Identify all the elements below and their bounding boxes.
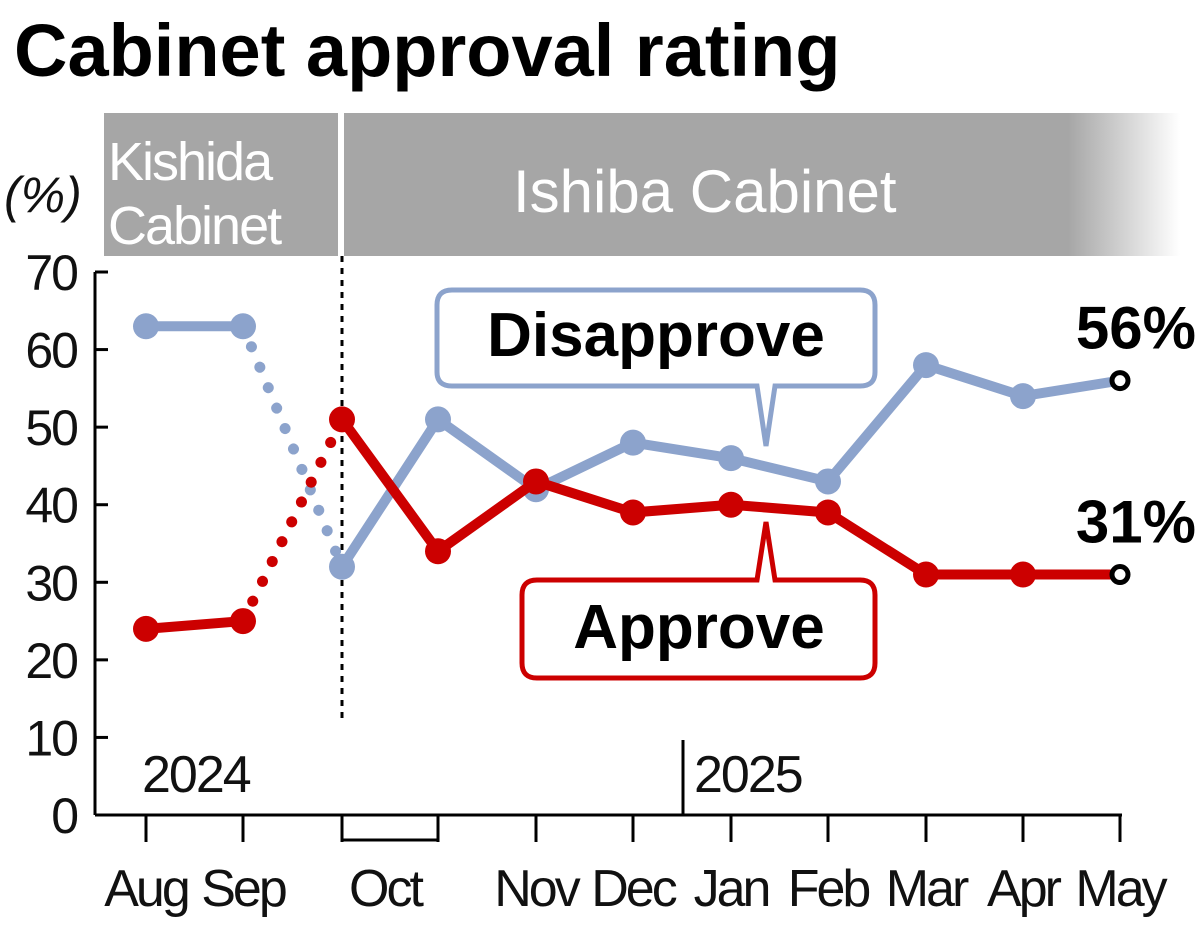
y-tick-label: 40 [25, 478, 77, 534]
approve-callout: Approve [519, 521, 878, 681]
y-tick-label: 20 [25, 633, 77, 689]
series-disapprove: 56% [133, 295, 1196, 580]
disapprove-point [329, 553, 355, 580]
disapprove-end-marker [1109, 370, 1131, 392]
approve-point [329, 406, 355, 433]
x-tick-label-sep: Sep [201, 860, 286, 918]
approve-point [133, 615, 159, 642]
approve-point [1010, 561, 1036, 588]
band-fade [1068, 113, 1180, 256]
x-tick-label-aug: Aug [104, 860, 188, 918]
approve-end-marker [1109, 564, 1131, 586]
disapprove-point [913, 352, 939, 379]
approve-point [913, 561, 939, 588]
x-tick-label-nov: Nov [494, 860, 580, 918]
y-axis-unit-label: (%) [4, 167, 82, 223]
x-tick-label-feb: Feb [788, 860, 870, 918]
x-tick-label-dec: Dec [591, 860, 676, 918]
ishiba-band [344, 113, 1068, 256]
disapprove-point [230, 313, 256, 340]
y-tick-label: 60 [25, 323, 77, 379]
disapprove-point [1010, 383, 1036, 410]
disapprove-callout: Disapprove [434, 287, 878, 447]
y-tick-label: 50 [25, 400, 77, 456]
y-tick-label: 0 [51, 788, 77, 844]
disapprove-point [815, 468, 841, 495]
approve-point [718, 491, 744, 518]
chart-title: Cabinet approval rating [14, 9, 840, 92]
y-tick-label: 30 [25, 555, 77, 611]
disapprove-dotted-transition [237, 320, 348, 573]
x-tick-label-apr: Apr [987, 860, 1062, 918]
approve-line-segment [141, 616, 248, 634]
disapprove-point [133, 313, 159, 340]
disapprove-callout-label: Disapprove [487, 301, 825, 370]
kishida-band [104, 113, 338, 256]
approve-point [523, 468, 549, 495]
disapprove-point [425, 406, 451, 433]
approve-point [230, 608, 256, 635]
approve-point [620, 499, 646, 526]
kishida-label-line1: Kishida [108, 132, 274, 192]
y-tick-label: 10 [25, 710, 77, 766]
ishiba-label: Ishiba Cabinet [513, 158, 897, 225]
x-tick-label-mar: Mar [886, 860, 969, 918]
y-tick-label: 70 [25, 245, 77, 301]
disapprove-end-label: 56% [1076, 295, 1196, 362]
year-label-2024: 2024 [142, 746, 251, 804]
x-tick-label-oct: Oct [349, 860, 424, 918]
approve-callout-label: Approve [573, 593, 824, 662]
x-tick-label-may: May [1075, 860, 1167, 918]
approve-point [815, 499, 841, 526]
disapprove-point [620, 429, 646, 456]
x-tick-label-jan: Jan [694, 860, 769, 918]
approve-dotted-transition [237, 413, 348, 627]
approve-end-label: 31% [1076, 489, 1196, 556]
disapprove-point [718, 445, 744, 472]
year-label-2025: 2025 [694, 746, 802, 804]
kishida-label-line2: Cabinet [108, 196, 282, 256]
approve-point [425, 538, 451, 565]
series-approve: 31% [133, 406, 1196, 642]
